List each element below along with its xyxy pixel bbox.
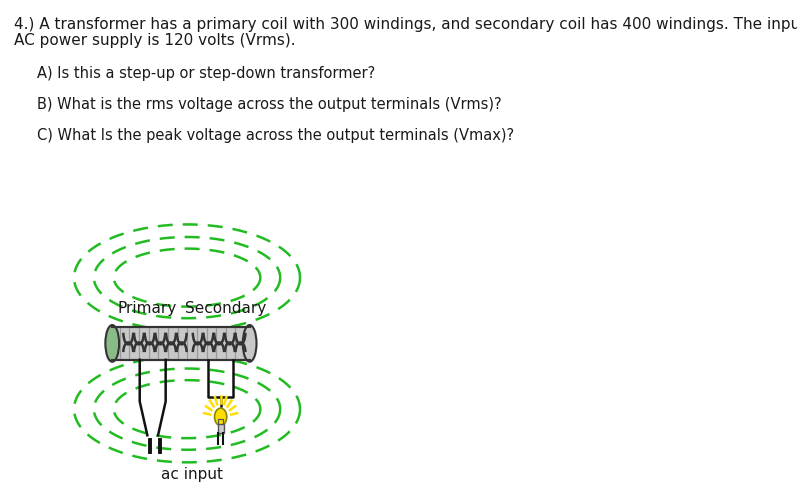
Ellipse shape (243, 325, 257, 362)
Text: B) What is the rms voltage across the output terminals (Vrms)?: B) What is the rms voltage across the ou… (37, 97, 501, 112)
Text: ac input: ac input (161, 467, 222, 482)
Text: Secondary: Secondary (185, 301, 266, 316)
Bar (218, 424, 224, 433)
Text: AC power supply is 120 volts (Vrms).: AC power supply is 120 volts (Vrms). (14, 33, 296, 48)
Text: Primary: Primary (118, 301, 177, 316)
Text: A) Is this a step-up or step-down transformer?: A) Is this a step-up or step-down transf… (37, 66, 375, 81)
Bar (112, 327, 249, 360)
Text: 4.) A transformer has a primary coil with 300 windings, and secondary coil has 4: 4.) A transformer has a primary coil wit… (14, 17, 797, 32)
Text: C) What Is the peak voltage across the output terminals (Vmax)?: C) What Is the peak voltage across the o… (37, 128, 514, 143)
Ellipse shape (214, 408, 227, 426)
Ellipse shape (105, 325, 119, 362)
